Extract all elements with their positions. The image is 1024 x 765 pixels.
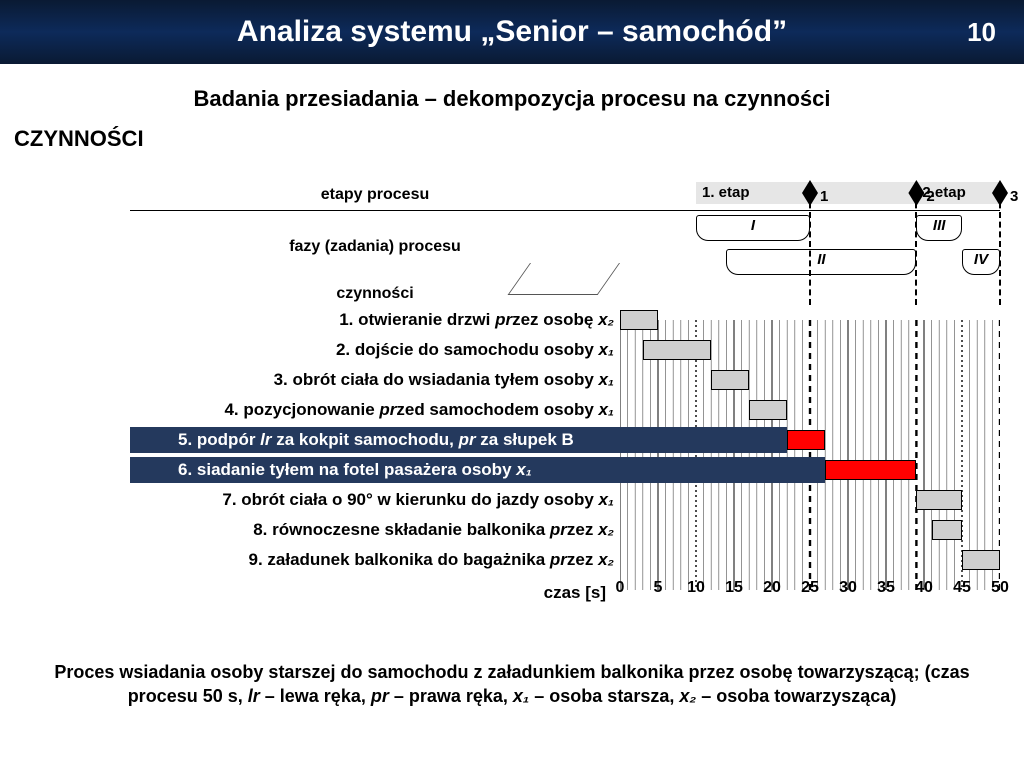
activity-bar: [825, 460, 916, 480]
phase-box: I: [696, 215, 810, 241]
axis-tick: 20: [763, 579, 781, 597]
axis-tick: 5: [654, 579, 663, 597]
gantt-area: 1. otwieranie drzwi przez osobę x₂ 2. doj…: [130, 305, 1000, 581]
caption-it: pr: [371, 686, 389, 706]
activity-bar: [962, 550, 1000, 570]
milestone-number: 2: [926, 188, 934, 205]
phase-box: III: [916, 215, 962, 241]
caption-it: lr: [248, 686, 260, 706]
phase-box: II: [726, 249, 916, 275]
activity-row: 9. załadunek balkonika do bagażnika prze…: [130, 545, 1000, 575]
activity-label: 1. otwieranie drzwi przez osobę x₂: [130, 310, 620, 330]
activity-label: 3. obrót ciała do wsiadania tyłem osoby …: [130, 370, 620, 390]
caption-it: x₂: [679, 686, 696, 706]
activity-label: 6. siadanie tyłem na fotel pasażera osob…: [130, 457, 825, 483]
activity-label: 8. równoczesne składanie balkonika przez…: [130, 520, 620, 540]
activity-label: 2. dojście do samochodu osoby x₁: [130, 340, 620, 360]
slide-header: Analiza systemu „Senior – samochód” 10: [0, 0, 1024, 64]
activity-row: 1. otwieranie drzwi przez osobę x₂: [130, 305, 1000, 335]
axis-tick: 40: [915, 579, 933, 597]
activity-row: 5. podpór lr za kokpit samochodu, pr za …: [130, 425, 1000, 455]
gantt-chart: etapy procesu 1. etap2.etap123 fazy (zad…: [130, 182, 1000, 581]
section-label: CZYNNOŚCI: [14, 126, 1024, 152]
caption-text: – lewa ręka,: [260, 686, 371, 706]
milestone-line: [999, 183, 1001, 305]
milestone-number: 3: [1010, 188, 1018, 205]
caption: Proces wsiadania osoby starszej do samoc…: [30, 660, 994, 709]
caption-text: – prawa ręka,: [389, 686, 513, 706]
activity-bar: [643, 340, 711, 360]
activity-row: 6. siadanie tyłem na fotel pasażera osob…: [130, 455, 1000, 485]
milestone-number: 1: [820, 188, 828, 205]
milestone-line: [915, 183, 917, 305]
axis-tick: 10: [687, 579, 705, 597]
phase-box: IV: [962, 249, 1000, 275]
stages-row: etapy procesu 1. etap2.etap123: [130, 182, 1000, 208]
activity-row: 3. obrót ciała do wsiadania tyłem osoby …: [130, 365, 1000, 395]
time-axis: czas [s] 05101520253035404550: [130, 579, 1000, 607]
subtitle: Badania przesiadania – dekompozycja proc…: [0, 86, 1024, 112]
caption-it: x₁: [513, 686, 529, 706]
phases-label: fazy (zadania) procesu: [130, 238, 620, 256]
activity-row: 8. równoczesne składanie balkonika przez…: [130, 515, 1000, 545]
axis-tick: 0: [616, 579, 625, 597]
activity-label: 5. podpór lr za kokpit samochodu, pr za …: [130, 427, 787, 453]
activity-label: 9. załadunek balkonika do bagażnika prze…: [130, 550, 620, 570]
activity-bar: [749, 400, 787, 420]
activity-bar: [787, 430, 825, 450]
axis-tick: 35: [877, 579, 895, 597]
caption-text: – osoba starsza,: [529, 686, 679, 706]
activity-row: 7. obrót ciała o 90° w kierunku do jazdy…: [130, 485, 1000, 515]
milestone-line: [809, 183, 811, 305]
axis-tick: 30: [839, 579, 857, 597]
activity-label: 7. obrót ciała o 90° w kierunku do jazdy…: [130, 490, 620, 510]
activity-row: 2. dojście do samochodu osoby x₁: [130, 335, 1000, 365]
caption-text: – osoba towarzysząca): [696, 686, 896, 706]
activity-bar: [711, 370, 749, 390]
stages-label: etapy procesu: [130, 186, 620, 204]
axis-label: czas [s]: [130, 579, 620, 607]
slide-number: 10: [967, 17, 996, 48]
activity-bar: [916, 490, 962, 510]
activity-row: 4. pozycjonowanie przed samochodem osoby…: [130, 395, 1000, 425]
axis-tick: 15: [725, 579, 743, 597]
axis-tick: 25: [801, 579, 819, 597]
activity-bar: [620, 310, 658, 330]
slide-title: Analiza systemu „Senior – samochód”: [237, 15, 787, 49]
activity-bar: [932, 520, 962, 540]
activity-label: 4. pozycjonowanie przed samochodem osoby…: [130, 400, 620, 420]
axis-tick: 50: [991, 579, 1009, 597]
axis-tick: 45: [953, 579, 971, 597]
